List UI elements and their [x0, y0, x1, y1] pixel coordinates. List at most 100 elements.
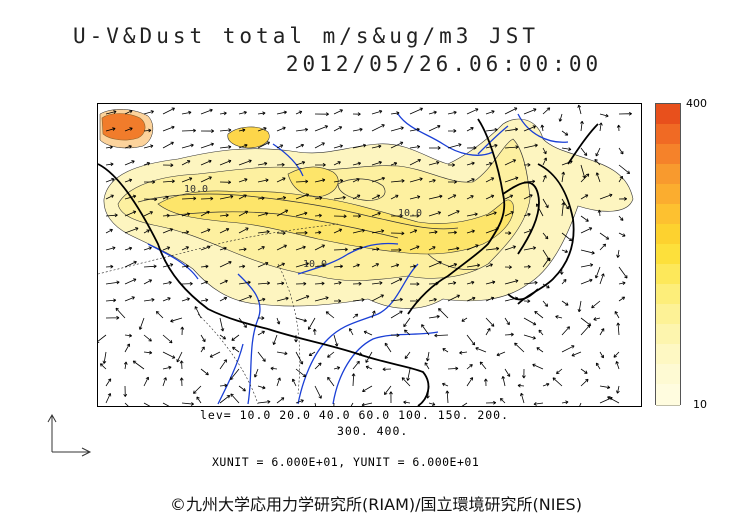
- wind-arrow: [220, 145, 231, 148]
- wind-arrow: [125, 297, 135, 301]
- wind-arrow: [429, 146, 440, 149]
- wind-arrow: [182, 282, 193, 285]
- wind-arrow: [524, 335, 536, 339]
- wind-arrow: [562, 401, 568, 404]
- wind-arrow: [315, 143, 325, 148]
- wind-arrow: [197, 397, 201, 403]
- wind-arrow: [254, 369, 258, 377]
- color-scale-segment: [656, 264, 680, 286]
- wind-arrow: [556, 369, 562, 374]
- wind-arrow: [106, 316, 119, 319]
- wind-arrow: [500, 398, 505, 403]
- wind-arrow: [581, 325, 590, 335]
- wind-arrow: [581, 379, 588, 386]
- wind-arrow: [502, 376, 505, 386]
- wind-arrow: [486, 401, 496, 404]
- wind-arrow: [486, 128, 497, 131]
- wind-arrow: [334, 110, 343, 114]
- wind-arrow: [106, 393, 111, 403]
- wind-arrow: [180, 361, 183, 369]
- color-scale-segment: [656, 124, 680, 146]
- wind-arrow: [383, 368, 391, 371]
- color-scale-segment: [656, 364, 680, 386]
- wind-arrow: [410, 145, 420, 148]
- wind-arrow: [407, 369, 410, 381]
- wind-arrow: [600, 386, 610, 389]
- wind-arrow: [596, 148, 600, 156]
- wind-arrow: [443, 349, 448, 352]
- wind-arrow: [315, 113, 329, 116]
- wind-arrow: [616, 361, 619, 369]
- wind-arrow: [467, 377, 473, 386]
- copyright-credit: ©九州大学応用力学研究所(RIAM)/国立環境研究所(NIES): [0, 491, 752, 515]
- wind-arrow: [467, 335, 475, 345]
- wind-arrow: [364, 331, 372, 335]
- wind-arrow: [505, 318, 509, 325]
- wind-arrow: [505, 369, 510, 377]
- color-scale-segment: [656, 344, 680, 366]
- wind-arrow: [616, 386, 619, 393]
- wind-arrow: [581, 250, 594, 254]
- wind-arrow: [448, 129, 456, 132]
- wind-arrow: [518, 384, 524, 387]
- wind-arrow: [201, 143, 214, 148]
- wind-arrow: [429, 315, 440, 318]
- wind-arrow: [581, 279, 592, 284]
- wind-arrow: [231, 394, 239, 403]
- wind-arrow: [581, 148, 587, 156]
- color-scale-min-label: 10: [693, 398, 707, 411]
- wind-arrow: [619, 282, 625, 285]
- wind-arrow: [277, 398, 284, 403]
- wind-arrow: [535, 311, 543, 318]
- wind-arrow: [486, 318, 494, 326]
- wind-arrow: [617, 250, 620, 258]
- wind-arrow: [296, 144, 304, 148]
- wind-arrow: [600, 329, 604, 335]
- wind-arrow: [467, 146, 476, 149]
- wind-arrow: [362, 403, 372, 406]
- wind-arrow: [258, 400, 270, 403]
- wind-arrow: [362, 386, 372, 392]
- wind-arrow: [182, 402, 194, 405]
- wind-arrow: [239, 386, 246, 391]
- wind-arrow: [581, 264, 593, 267]
- wind-arrow: [296, 318, 307, 322]
- contour-label: 10.0: [184, 184, 208, 195]
- wind-arrow: [572, 352, 581, 356]
- wind-arrow: [524, 300, 530, 303]
- wind-arrow: [372, 311, 375, 318]
- wind-arrow: [163, 142, 174, 148]
- contour-label: 10.0: [398, 208, 422, 219]
- vector-unit-axes-icon: [44, 412, 94, 457]
- wind-arrow: [600, 244, 606, 250]
- wind-arrow: [220, 297, 227, 301]
- wind-arrow: [144, 145, 153, 148]
- wind-arrow: [389, 392, 392, 403]
- wind-arrow: [124, 362, 127, 369]
- wind-arrow: [581, 216, 588, 221]
- wind-arrow: [486, 328, 490, 335]
- wind-arrow: [124, 386, 127, 397]
- wind-arrow: [581, 369, 587, 373]
- wind-arrow: [404, 318, 410, 327]
- wind-arrow: [106, 229, 113, 233]
- wind-arrow: [177, 352, 182, 362]
- wind-arrow: [619, 165, 630, 174]
- wind-arrow: [201, 335, 205, 342]
- wind-arrow: [578, 105, 581, 114]
- wind-arrow: [462, 318, 467, 321]
- wind-arrow: [182, 298, 190, 301]
- wind-arrow: [201, 130, 214, 133]
- wind-arrow: [125, 279, 136, 284]
- wind-arrow: [296, 128, 308, 131]
- wind-arrow: [232, 335, 239, 340]
- wind-arrow: [258, 352, 265, 361]
- map-timestamp: 2012/05/26.06:00:00: [68, 52, 752, 76]
- wind-arrow: [106, 265, 113, 268]
- wind-arrow: [201, 347, 204, 352]
- wind-arrow: [220, 335, 226, 339]
- wind-arrow: [617, 323, 620, 335]
- wind-arrow: [133, 361, 144, 369]
- wind-arrow: [581, 318, 591, 326]
- wind-arrow: [315, 363, 321, 369]
